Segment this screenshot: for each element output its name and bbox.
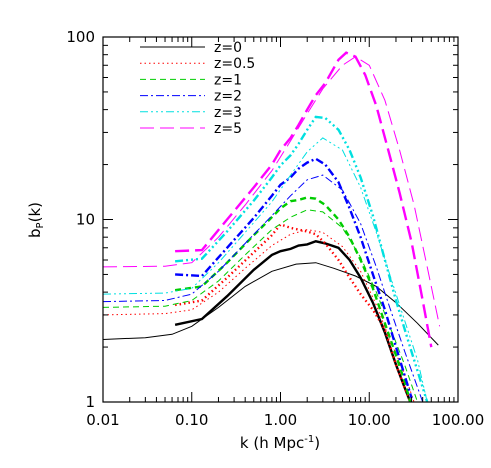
x-axis-label-main: k (h Mpc bbox=[240, 434, 304, 452]
axis-ticks bbox=[102, 36, 459, 403]
x-axis-label: k (h Mpc-1) bbox=[240, 434, 320, 452]
series-line-thin-z-1 bbox=[102, 209, 418, 403]
x-tick-label: 10.00 bbox=[348, 411, 391, 429]
plot-frame bbox=[102, 36, 459, 403]
series-line-thick-z-1 bbox=[174, 196, 412, 403]
x-axis-label-superscript: -1 bbox=[304, 434, 314, 445]
y-tick-label: 1 bbox=[85, 393, 95, 411]
x-axis-label-close: ) bbox=[314, 434, 320, 452]
series-line-thin-z-2 bbox=[102, 174, 424, 403]
series-line-thin-z-0 bbox=[102, 262, 439, 346]
legend-label-z-5: z=5 bbox=[214, 121, 242, 137]
y-tick-label: 10 bbox=[76, 211, 95, 229]
legend-label-z-3: z=3 bbox=[214, 105, 242, 121]
series-line-thin-z-3 bbox=[102, 137, 428, 403]
x-tick-label: 100.00 bbox=[432, 411, 485, 429]
y-axis-label-subscript: P bbox=[35, 222, 46, 228]
legend-label-z-1: z=1 bbox=[214, 72, 242, 88]
legend-label-z-2: z=2 bbox=[214, 89, 242, 105]
x-tick-label: 0.01 bbox=[86, 411, 119, 429]
x-tick-label: 1.00 bbox=[264, 411, 297, 429]
x-tick-label: 0.10 bbox=[175, 411, 208, 429]
series-line-thick-z-5 bbox=[175, 51, 433, 348]
legend: z=0z=0.5z=1z=2z=3z=5 bbox=[140, 40, 255, 137]
plot-lines bbox=[102, 51, 441, 403]
series-line-thin-z-5 bbox=[102, 56, 441, 327]
y-tick-label: 100 bbox=[66, 28, 95, 46]
legend-label-z-0-5: z=0.5 bbox=[214, 56, 255, 72]
series-line-thin-z-0-5 bbox=[102, 229, 415, 403]
y-axis-label-rest: (k) bbox=[26, 202, 44, 222]
series-line-thick-z-0 bbox=[174, 240, 412, 403]
y-axis-label: bP(k) bbox=[26, 202, 46, 238]
legend-label-z-0: z=0 bbox=[214, 40, 242, 56]
y-axis-label-main: b bbox=[26, 228, 44, 238]
axis-tick-labels: 0.01 0.10 1.00 10.00 100.00 1 10 100 bbox=[66, 28, 484, 429]
series-line-thick-z-3 bbox=[174, 115, 429, 403]
